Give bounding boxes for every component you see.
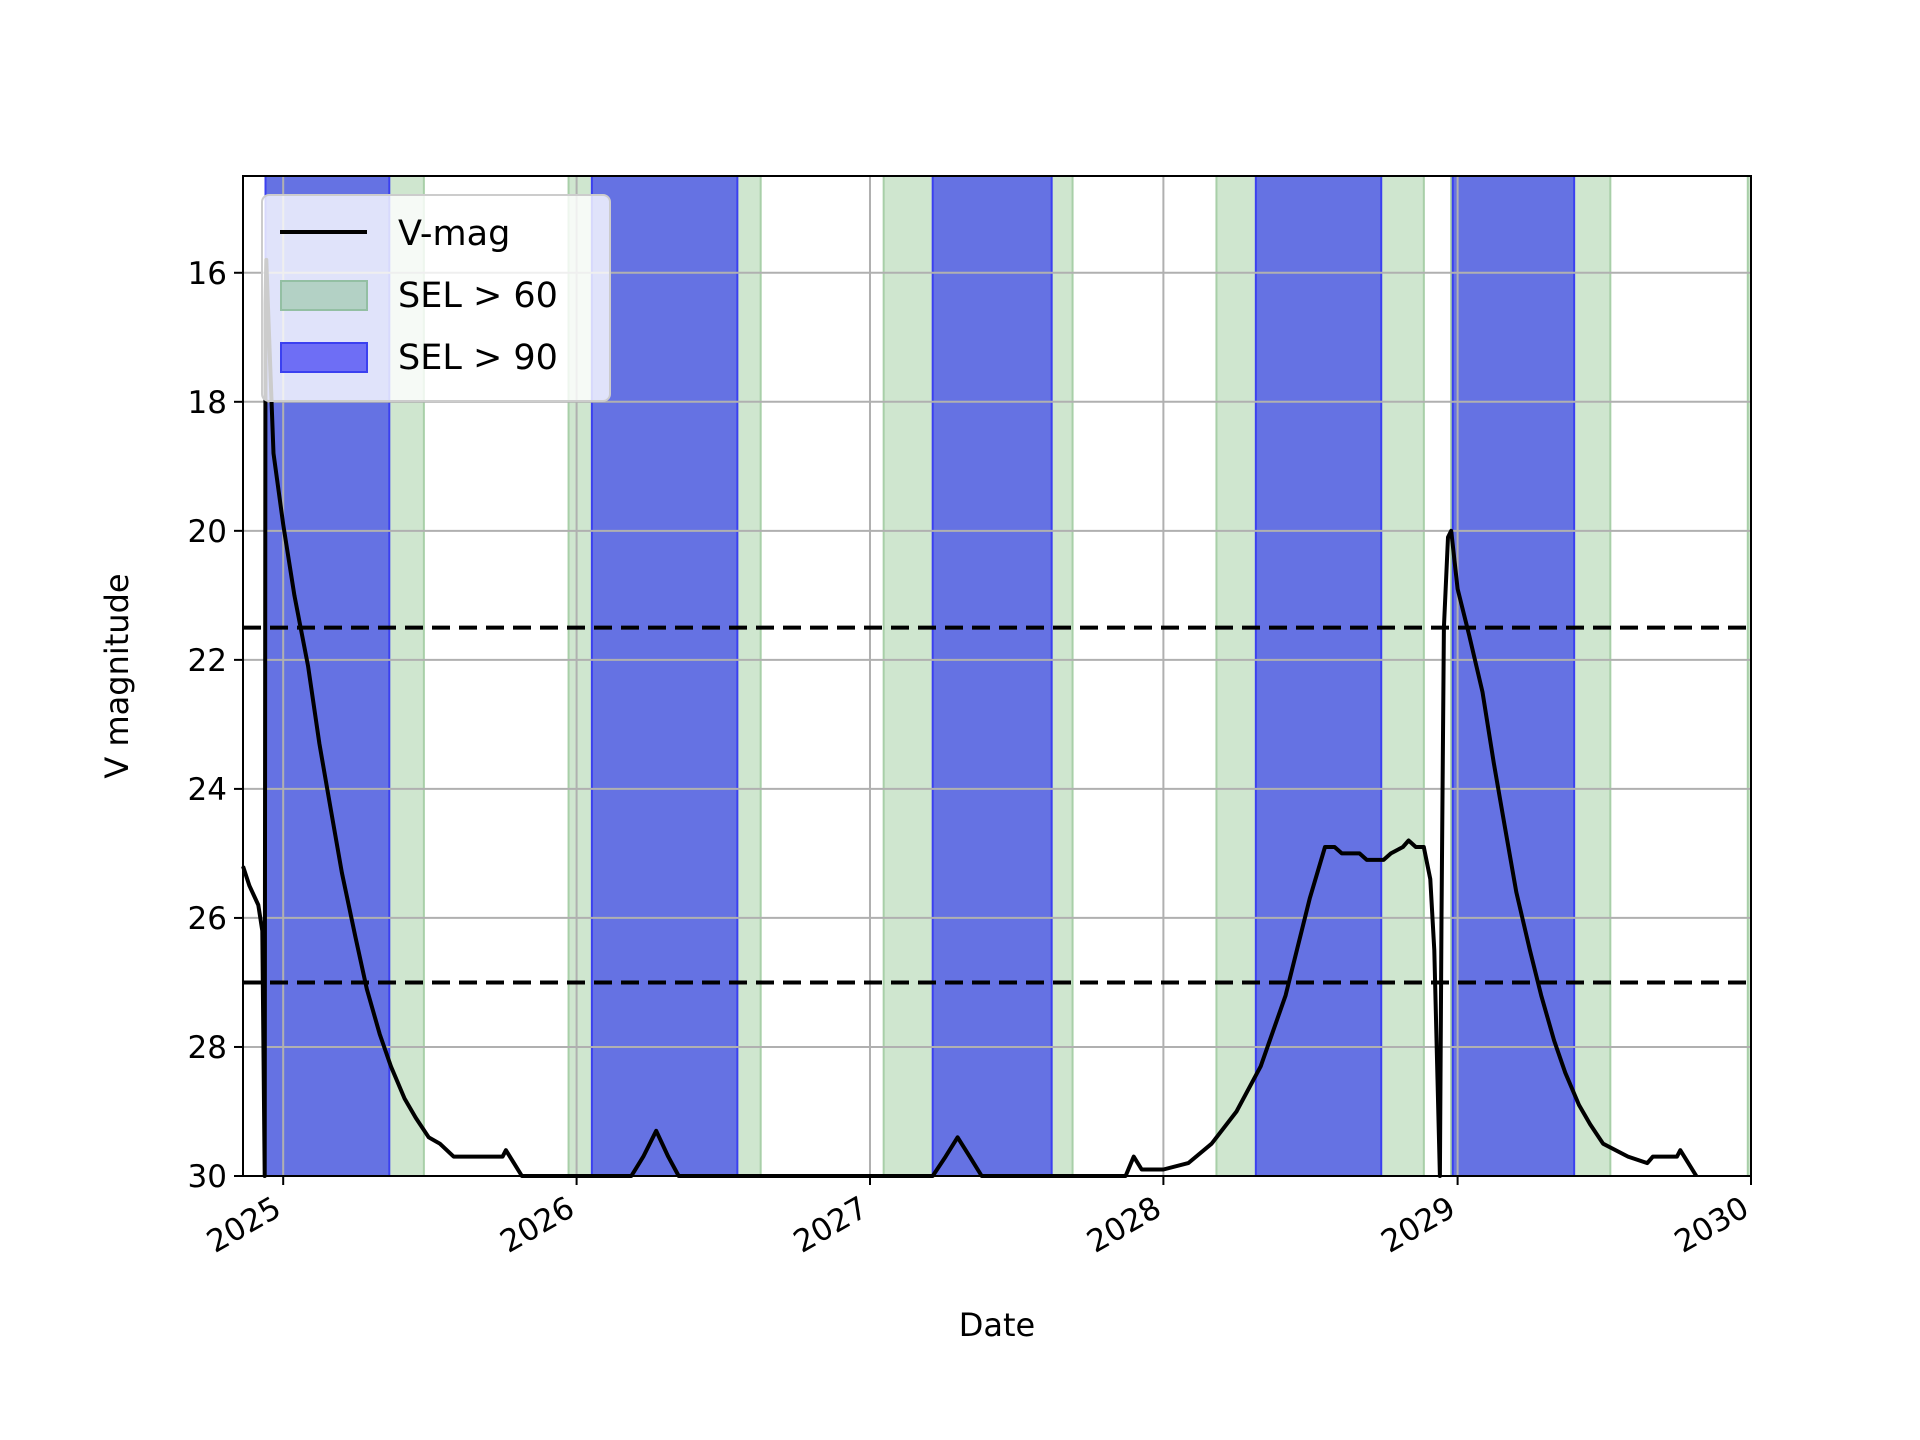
y-axis-label: V magnitude	[98, 573, 136, 778]
series-line-0	[241, 257, 1698, 1178]
threshold-lines	[243, 625, 1751, 985]
sel90-band-2	[931, 175, 1053, 1177]
y-tick-label-2: 20	[188, 514, 227, 550]
sel90-band-4	[1451, 175, 1576, 1177]
y-tick-label-4: 24	[188, 772, 227, 808]
sel90-bands	[264, 175, 1576, 1177]
y-tick-label-1: 18	[188, 385, 227, 421]
legend: V-mag SEL > 60 SEL > 90	[261, 194, 611, 402]
y-tick-label-5: 26	[188, 901, 227, 937]
y-tick-label-7: 30	[188, 1159, 227, 1195]
legend-sel90-label: SEL > 90	[398, 338, 558, 378]
plot-frame	[242, 175, 1752, 1177]
y-axis-ticks: 16 18 20 22 24 26 28 30	[188, 256, 243, 1195]
legend-sel90-swatch	[280, 342, 368, 373]
sel90-band-3	[1254, 175, 1383, 1177]
sel90-band-1	[590, 175, 739, 1177]
y-tick-label-3: 22	[188, 643, 227, 679]
y-tick-label-0: 16	[188, 256, 227, 292]
x-axis-label: Date	[959, 1306, 1035, 1344]
legend-sel60-label: SEL > 60	[398, 276, 558, 316]
series-layer	[241, 257, 1698, 1178]
legend-sel60-swatch	[280, 280, 368, 311]
legend-vmag-label: V-mag	[398, 214, 510, 254]
y-tick-label-6: 28	[188, 1030, 227, 1066]
